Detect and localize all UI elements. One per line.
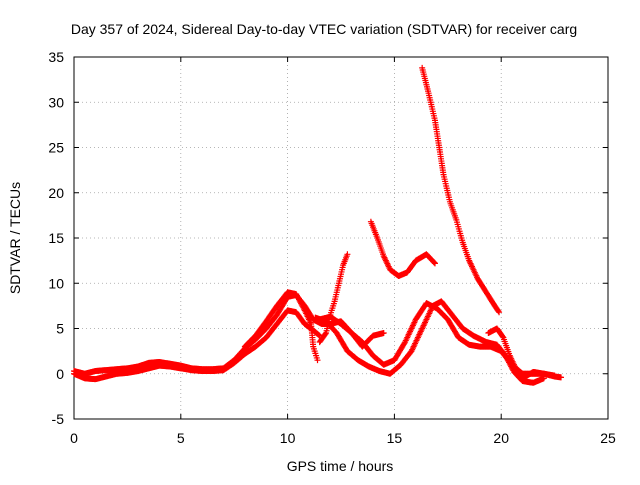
data-series	[71, 64, 565, 386]
y-tick-label: 0	[56, 366, 64, 382]
y-axis-label: SDTVAR / TECUs	[7, 182, 23, 294]
series-track-7	[367, 218, 438, 280]
x-axis-label: GPS time / hours	[287, 458, 394, 474]
data-point	[495, 308, 502, 315]
x-tick-label: 0	[70, 430, 78, 446]
y-tick-label: 35	[48, 49, 64, 65]
data-point	[344, 251, 351, 258]
data-point	[315, 332, 322, 339]
data-point	[322, 331, 329, 338]
series-track-5	[316, 313, 387, 350]
x-tick-label: 10	[280, 430, 296, 446]
data-point	[314, 357, 321, 364]
data-point	[496, 309, 503, 316]
x-tick-label: 5	[177, 430, 185, 446]
data-point	[431, 260, 438, 267]
series-track-9	[485, 325, 565, 382]
y-tick-label: 30	[48, 94, 64, 110]
chart-title: Day 357 of 2024, Sidereal Day-to-day VTE…	[71, 21, 577, 37]
y-tick-label: 5	[56, 321, 64, 337]
y-tick-label: 20	[48, 185, 64, 201]
series-track-6	[312, 298, 547, 386]
axes: 0 5 10 15 20 25 -5 0 5 10 15 20 25 30 35	[48, 49, 616, 446]
x-tick-label: 25	[600, 430, 616, 446]
x-tick-label: 15	[387, 430, 403, 446]
series-track-3	[241, 289, 321, 364]
x-tick-label: 20	[493, 430, 509, 446]
y-tick-label: 10	[48, 275, 64, 291]
data-point	[558, 374, 565, 381]
data-point	[380, 330, 387, 337]
y-tick-label: -5	[52, 411, 65, 427]
data-point	[499, 333, 506, 340]
series-track-8	[419, 64, 503, 316]
data-point	[431, 259, 438, 266]
y-tick-label: 25	[48, 140, 64, 156]
y-tick-label: 15	[48, 230, 64, 246]
series-track-2	[71, 307, 323, 383]
